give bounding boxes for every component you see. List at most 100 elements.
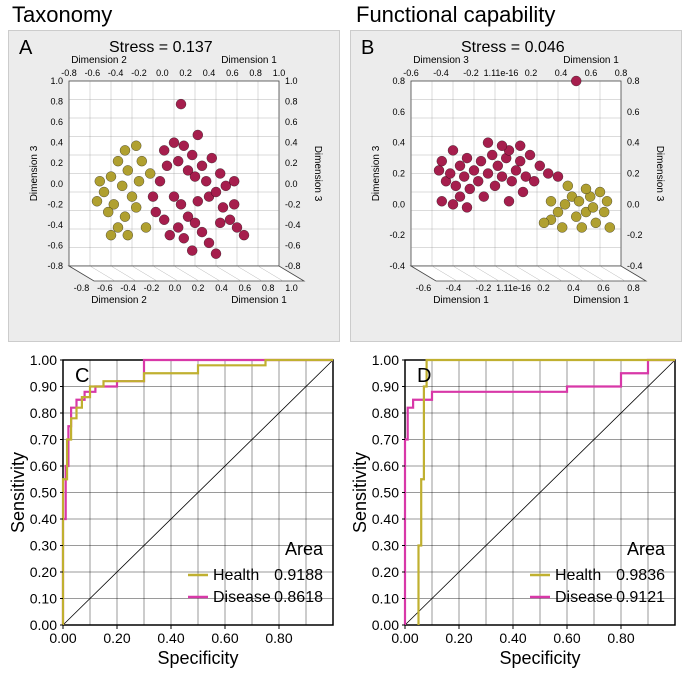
svg-text:0.0: 0.0	[627, 199, 640, 209]
svg-text:0.6: 0.6	[50, 117, 63, 127]
svg-text:-0.8: -0.8	[74, 283, 90, 293]
svg-text:0.6: 0.6	[226, 68, 239, 78]
svg-text:-0.4: -0.4	[389, 261, 405, 271]
svg-text:0.10: 0.10	[372, 591, 399, 607]
svg-text:Dimension 3: Dimension 3	[654, 146, 665, 202]
svg-text:-0.2: -0.2	[463, 68, 479, 78]
svg-text:-0.2: -0.2	[285, 199, 301, 209]
svg-text:Disease: Disease	[555, 589, 613, 606]
svg-text:0.2: 0.2	[285, 158, 298, 168]
svg-text:0.90: 0.90	[30, 379, 57, 395]
svg-text:Dimension 1: Dimension 1	[573, 295, 629, 306]
svg-text:0.2: 0.2	[50, 158, 63, 168]
svg-text:-0.6: -0.6	[403, 68, 419, 78]
svg-text:0.70: 0.70	[30, 432, 57, 448]
svg-text:0.2: 0.2	[525, 68, 538, 78]
svg-text:-0.4: -0.4	[108, 68, 124, 78]
svg-text:-0.6: -0.6	[85, 68, 101, 78]
svg-text:0.2: 0.2	[627, 169, 640, 179]
svg-text:0.50: 0.50	[372, 485, 399, 501]
svg-text:0.60: 0.60	[211, 630, 238, 646]
svg-text:Area: Area	[627, 539, 666, 559]
svg-text:Health: Health	[213, 567, 259, 584]
svg-text:-0.8: -0.8	[61, 68, 77, 78]
svg-text:0.9121: 0.9121	[616, 589, 665, 606]
panel-b-stress: Stress = 0.046	[461, 39, 565, 57]
svg-text:0.20: 0.20	[372, 564, 399, 580]
svg-text:0.6: 0.6	[285, 117, 298, 127]
svg-text:-0.8: -0.8	[47, 261, 63, 271]
svg-text:0.8: 0.8	[50, 97, 63, 107]
svg-text:Dimension 1: Dimension 1	[433, 295, 489, 306]
svg-text:-0.2: -0.2	[627, 230, 643, 240]
svg-text:0.4: 0.4	[50, 138, 63, 148]
svg-text:0.4: 0.4	[555, 68, 568, 78]
svg-text:-0.2: -0.2	[131, 68, 147, 78]
svg-text:0.80: 0.80	[30, 405, 57, 421]
svg-text:1.11e-16: 1.11e-16	[484, 68, 519, 78]
svg-text:0.2: 0.2	[537, 283, 550, 293]
svg-text:0.6: 0.6	[627, 107, 640, 117]
svg-text:-0.4: -0.4	[120, 283, 136, 293]
svg-text:0.80: 0.80	[265, 630, 292, 646]
svg-text:Disease: Disease	[213, 589, 271, 606]
title-functional: Functional capability	[356, 2, 555, 28]
svg-text:0.0: 0.0	[169, 283, 182, 293]
svg-text:0.8: 0.8	[249, 68, 262, 78]
svg-text:0.8: 0.8	[285, 97, 298, 107]
svg-text:0.0: 0.0	[285, 179, 298, 189]
svg-text:Dimension 3: Dimension 3	[312, 146, 323, 202]
panel-a-svg: Dimension 2Dimension 1-0.8-0.6-0.4-0.20.…	[9, 31, 339, 341]
svg-text:-0.6: -0.6	[97, 283, 113, 293]
svg-text:0.80: 0.80	[607, 630, 634, 646]
svg-text:Dimension 1: Dimension 1	[231, 295, 287, 306]
svg-text:-0.2: -0.2	[47, 199, 63, 209]
panel-d-roc: 0.000.100.200.300.400.500.600.700.800.90…	[350, 350, 685, 670]
panel-b-svg: Dimension 3Dimension 1-0.6-0.4-0.21.11e-…	[351, 31, 681, 341]
svg-text:0.40: 0.40	[372, 511, 399, 527]
svg-text:0.20: 0.20	[30, 564, 57, 580]
svg-text:0.9188: 0.9188	[274, 567, 323, 584]
svg-text:-0.6: -0.6	[47, 240, 63, 250]
svg-text:-0.4: -0.4	[627, 261, 643, 271]
panel-a-3d: A Stress = 0.137 Dimension 2Dimension 1-…	[8, 30, 340, 342]
panel-a-label: A	[19, 37, 32, 60]
svg-text:-0.6: -0.6	[416, 283, 432, 293]
svg-text:1.11e-16: 1.11e-16	[496, 283, 531, 293]
svg-text:0.8: 0.8	[615, 68, 628, 78]
svg-text:Sensitivity: Sensitivity	[350, 452, 370, 533]
svg-text:0.60: 0.60	[553, 630, 580, 646]
svg-text:C: C	[75, 365, 89, 387]
svg-text:-0.4: -0.4	[446, 283, 462, 293]
svg-text:1.0: 1.0	[50, 76, 63, 86]
svg-text:1.00: 1.00	[30, 352, 57, 368]
panel-b-label: B	[361, 37, 374, 60]
svg-text:1.0: 1.0	[285, 283, 298, 293]
svg-text:Sensitivity: Sensitivity	[8, 452, 28, 533]
panel-b-3d: B Stress = 0.046 Dimension 3Dimension 1-…	[350, 30, 682, 342]
svg-text:-0.4: -0.4	[433, 68, 449, 78]
svg-text:0.2: 0.2	[192, 283, 205, 293]
svg-text:0.50: 0.50	[30, 485, 57, 501]
svg-text:0.40: 0.40	[157, 630, 184, 646]
svg-text:0.2: 0.2	[179, 68, 192, 78]
svg-text:Dimension 1: Dimension 1	[563, 55, 619, 66]
svg-text:Specificity: Specificity	[157, 648, 238, 668]
svg-text:0.0: 0.0	[392, 199, 405, 209]
svg-text:-0.8: -0.8	[285, 261, 301, 271]
svg-text:0.6: 0.6	[585, 68, 598, 78]
svg-text:Health: Health	[555, 567, 601, 584]
svg-text:0.30: 0.30	[372, 538, 399, 554]
svg-text:0.9836: 0.9836	[616, 567, 665, 584]
svg-text:0.80: 0.80	[372, 405, 399, 421]
svg-text:0.10: 0.10	[30, 591, 57, 607]
svg-text:0.4: 0.4	[285, 138, 298, 148]
svg-text:0.4: 0.4	[627, 138, 640, 148]
panel-a-stress: Stress = 0.137	[109, 39, 213, 57]
svg-text:0.00: 0.00	[49, 630, 76, 646]
svg-text:0.8: 0.8	[262, 283, 275, 293]
svg-text:Dimension 1: Dimension 1	[221, 55, 277, 66]
svg-text:Specificity: Specificity	[499, 648, 580, 668]
panel-c-roc: 0.000.100.200.300.400.500.600.700.800.90…	[8, 350, 343, 670]
svg-text:-0.6: -0.6	[285, 240, 301, 250]
